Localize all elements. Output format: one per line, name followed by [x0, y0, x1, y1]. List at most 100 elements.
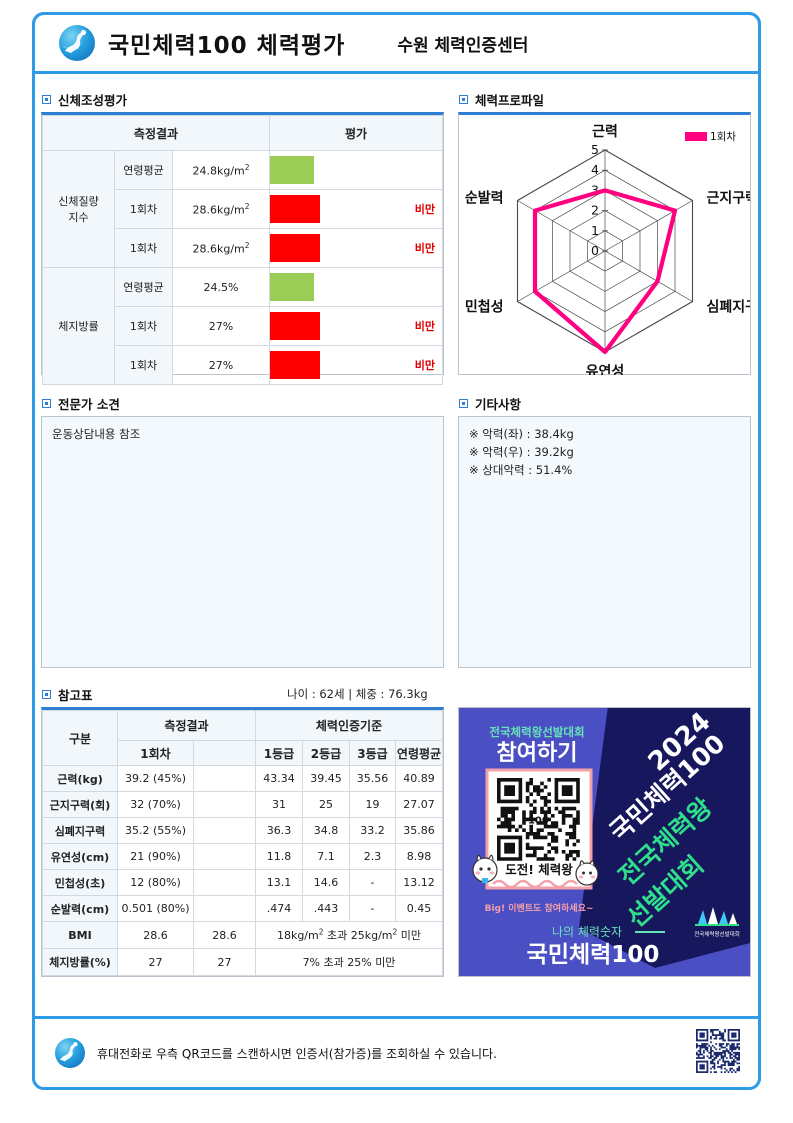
age-weight-meta: 나이 : 62세 | 체중 : 76.3kg	[287, 687, 428, 701]
svg-text:참여하기: 참여하기	[497, 741, 578, 766]
grade2-value: 25	[302, 791, 351, 818]
table-row: 근지구력(회) 32 (70%) 31 25 19 27.07	[42, 791, 443, 818]
subheader-cell: 1회차	[117, 740, 194, 766]
table-row: 유연성(cm) 21 (90%) 11.8 7.1 2.3 8.98	[42, 843, 443, 870]
age-average-value: 8.98	[395, 843, 443, 870]
section-title-fitness-profile: 체력프로파일	[459, 90, 544, 109]
reference-table: 구분 측정결과 체력인증기준 1회차 1등급 2등급 3등급 연령평균 근력(kg) 39.2 (…	[42, 710, 443, 976]
legend-color-swatch	[684, 132, 707, 141]
evaluation-cell	[269, 150, 443, 190]
row-label: 유연성(cm)	[42, 843, 118, 870]
radar-axis-label: 민첩성	[465, 299, 504, 316]
qr-code-icon	[696, 1029, 740, 1077]
subheader-cell: 2등급	[302, 740, 351, 766]
section-title-body-composition: 신체조성평가	[42, 90, 127, 109]
header-measurement: 측정결과	[41, 115, 271, 151]
svg-text:Big! 이벤트도 참여하세요~: Big! 이벤트도 참여하세요~	[485, 902, 594, 914]
subheader-cell: 1등급	[255, 740, 304, 766]
subheader-cell: 3등급	[349, 740, 397, 766]
header-evaluation: 평가	[269, 115, 443, 151]
trial-label: 1회차	[114, 228, 173, 268]
radar-axis-label: 근력	[592, 124, 618, 140]
table-row: 심폐지구력 35.2 (55%) 36.3 34.8 33.2 35.86	[42, 817, 443, 844]
grade2-value: .443	[302, 895, 351, 922]
table-row: 1회차 27% 비만	[43, 306, 443, 346]
table-row: 1회차 28.6kg/m2 비만	[43, 228, 443, 268]
note-line: ※ 상대악력 : 51.4%	[469, 462, 573, 477]
radar-axis-label: 심폐지구력	[706, 300, 750, 316]
grade1-value: 31	[255, 791, 304, 818]
row-label: 심폐지구력	[42, 817, 118, 844]
evaluation-bar	[270, 312, 321, 340]
radar-tick-label: 5	[591, 142, 599, 157]
measured-value: 28.6kg/m2	[171, 228, 271, 268]
group-label: 신체질량 지수	[42, 150, 115, 268]
trial2-value	[192, 817, 257, 844]
table-header-row: 측정결과 평가	[41, 115, 443, 151]
grade3-value: 35.56	[349, 765, 397, 792]
evaluation-bar	[270, 273, 315, 301]
radar-tick-label: 1	[591, 223, 599, 238]
radar-chart: 0 1 2 3 4 5 근력근지구력심폐지구력유연성 민첩성 순발력	[459, 115, 771, 380]
verdict-label: 비만	[414, 203, 435, 216]
evaluation-cell: 비만	[269, 189, 443, 229]
grade1-value: .474	[255, 895, 304, 922]
row-label: BMI	[42, 921, 118, 949]
table-row: 근력(kg) 39.2 (45%) 43.34 39.45 35.56 40.89	[42, 765, 443, 792]
measured-value: 24.5%	[171, 267, 271, 307]
footer-text: 휴대전화로 우측 QR코드를 스캔하시면 인증서(참가증)를 조회하실 수 있습…	[97, 1046, 497, 1061]
age-average-value: 40.89	[395, 765, 443, 792]
header-criteria: 체력인증기준	[255, 710, 443, 741]
table-row: BMI 28.6 28.6 18kg/m2 초과 25kg/m2 미만	[42, 921, 443, 949]
body-composition-table-panel: 측정결과 평가 신체질량 지수 연령평균 24.8kg/m2 1회차 28.6kg/m2 비만 1…	[41, 112, 444, 385]
header-category: 구분	[42, 710, 118, 766]
expert-opinion-text: 운동상담내용 참조	[52, 427, 141, 441]
section-marker-icon	[42, 690, 51, 699]
measured-value: 27%	[171, 306, 271, 346]
evaluation-cell: 비만	[269, 306, 443, 346]
table-row: 1회차 28.6kg/m2 비만	[43, 189, 443, 229]
table-subheader-row: 1회차 1등급 2등급 3등급 연령평균	[43, 740, 443, 766]
table-row: 1회차 27% 비만	[43, 345, 443, 385]
evaluation-cell: 비만	[269, 228, 443, 268]
evaluation-bar	[270, 234, 321, 262]
grade3-value: 19	[349, 791, 397, 818]
evaluation-cell: 비만	[269, 345, 443, 385]
trial2-value	[192, 895, 257, 922]
svg-text:나의 체력숫자: 나의 체력숫자	[552, 925, 622, 939]
criteria-value: 18kg/m2 초과 25kg/m2 미만	[255, 921, 443, 949]
age-average-value: 0.45	[395, 895, 443, 922]
grade1-value: 13.1	[255, 869, 304, 896]
grade3-value: -	[349, 869, 397, 896]
verdict-label: 비만	[414, 359, 435, 372]
radar-tick-label: 3	[591, 182, 599, 197]
promo-poster-art: 전국체력왕선발대회 참여하기 100 도전! 체력왕	[459, 708, 750, 976]
grade3-value: -	[349, 895, 397, 922]
row-label: 민첩성(초)	[42, 869, 118, 896]
other-notes-box: ※ 악력(좌) : 38.4kg ※ 악력(우) : 39.2kg ※ 상대악력 :…	[458, 416, 751, 668]
svg-text:도전! 체력왕: 도전! 체력왕	[505, 862, 573, 877]
table-row: 체지방률 연령평균 24.5%	[42, 267, 443, 385]
fitness-profile-panel: 0 1 2 3 4 5 근력근지구력심폐지구력유연성 민첩성 순발력 1회차	[458, 112, 771, 380]
trial1-value: 27	[117, 948, 194, 976]
trial1-value: 32 (70%)	[117, 791, 194, 818]
svg-text:전국체력왕선발대회: 전국체력왕선발대회	[489, 725, 584, 739]
grade2-value: 39.45	[302, 765, 351, 792]
trial2-value	[192, 869, 257, 896]
subheader-cell	[192, 740, 257, 766]
row-label: 근력(kg)	[42, 765, 118, 792]
promo-poster[interactable]: 전국체력왕선발대회 참여하기 100 도전! 체력왕	[458, 707, 751, 977]
table-row: 순발력(cm) 0.501 (80%) .474.443-0.45	[42, 895, 443, 922]
trial-label: 연령평균	[114, 267, 173, 307]
criteria-value: 7% 초과 25% 미만	[255, 948, 443, 976]
trial1-value: 35.2 (55%)	[117, 817, 194, 844]
age-average-value: 27.07	[395, 791, 443, 818]
grade2-value: 14.6	[302, 869, 351, 896]
trial2-value	[192, 791, 257, 818]
grade1-value: 43.34	[255, 765, 304, 792]
trial1-value: 0.501 (80%)	[117, 895, 194, 922]
trial1-value: 21 (90%)	[117, 843, 194, 870]
trial2-value: 27	[192, 948, 257, 976]
verdict-label: 비만	[414, 320, 435, 333]
table-row: 민첩성(초) 12 (80%) 13.1 14.6-13.12	[42, 869, 443, 896]
